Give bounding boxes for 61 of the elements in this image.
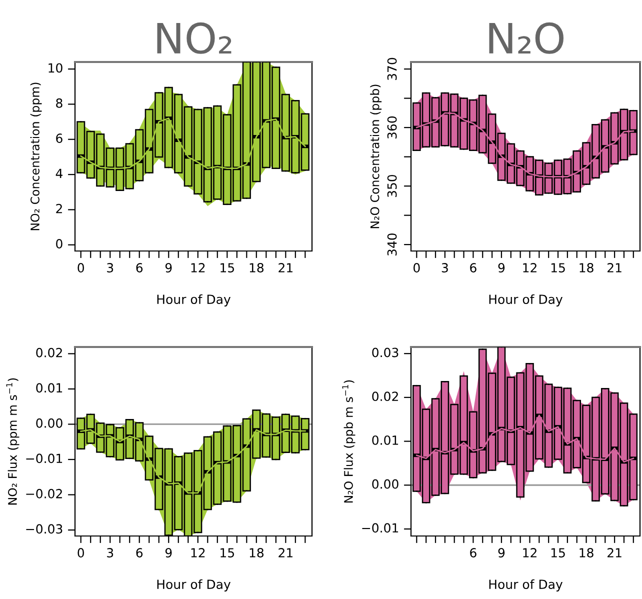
x-axis-title: Hour of Day [157, 294, 231, 306]
x-axis-title: Hour of Day [489, 579, 563, 592]
y-tick-label: 360 [387, 116, 397, 139]
x-tick-label: 21 [608, 548, 622, 558]
x-tick-label: 12 [191, 263, 205, 272]
y-tick-label: 8 [56, 98, 62, 108]
x-tick-label: 21 [278, 263, 292, 272]
x-tick-label: 0 [78, 548, 84, 558]
x-tick-label: 9 [498, 548, 505, 558]
x-tick-label: 9 [165, 263, 172, 272]
y-tick-label: 0 [56, 239, 62, 248]
x-tick-label: 6 [470, 263, 476, 272]
y-tick-label: 0.01 [372, 435, 398, 445]
x-tick-label: 15 [551, 548, 565, 558]
y-tick-label: 10 [48, 63, 62, 73]
chart-title: NO₂ [157, 22, 232, 54]
x-tick-label: 21 [608, 263, 622, 272]
x-tick-label: 18 [580, 548, 594, 558]
x-tick-label: 3 [107, 263, 114, 272]
x-tick-label: 3 [442, 263, 448, 272]
y-tick-label: 2 [56, 204, 62, 214]
y-tick-label: −0.02 [26, 488, 62, 498]
y-tick-label: 0.00 [36, 418, 62, 428]
x-tick-label: 15 [220, 548, 234, 558]
y-tick-label: 0.03 [372, 348, 398, 358]
x-tick-label: 12 [523, 548, 536, 558]
y-tick-label: 4 [56, 168, 62, 178]
x-tick-label: 15 [551, 263, 565, 272]
x-axis-title: Hour of Day [157, 579, 231, 592]
x-tick-label: 9 [165, 548, 172, 558]
y-tick-label: 340 [387, 233, 397, 256]
x-tick-label: 6 [136, 548, 143, 558]
x-tick-label: 18 [250, 263, 264, 272]
x-tick-label: 12 [523, 263, 536, 272]
y-tick-label: 370 [387, 58, 397, 80]
y-axis-title: NO₂ Concentration (ppm) [30, 82, 42, 230]
y-tick-label: 0.00 [372, 479, 398, 489]
x-tick-label: 12 [191, 548, 205, 558]
x-tick-label: 15 [220, 263, 234, 272]
y-tick-label: −0.01 [26, 454, 62, 464]
y-axis-title: N₂O Flux (ppb m s$^{−1}$) [342, 380, 356, 503]
x-tick-label: 3 [107, 548, 114, 558]
y-axis-title: N₂O Concentration (ppb) [370, 84, 382, 228]
x-tick-label: 18 [250, 548, 264, 558]
y-tick-label: 0.02 [372, 392, 398, 402]
x-tick-label: 0 [78, 263, 84, 272]
x-tick-label: 18 [580, 263, 594, 272]
x-tick-label: 0 [414, 263, 420, 272]
x-tick-label: 9 [498, 263, 505, 272]
y-axis-title: NO₂ Flux (ppm m s$^{−1}$) [6, 378, 20, 505]
y-tick-label: −0.01 [362, 523, 398, 533]
y-tick-label: 0.01 [36, 383, 62, 393]
chart-title: N₂O [489, 22, 564, 54]
x-tick-label: 6 [470, 548, 476, 558]
x-tick-label: 6 [136, 263, 143, 272]
y-tick-label: 350 [387, 174, 397, 198]
y-tick-label: 6 [56, 134, 62, 143]
y-tick-label: −0.03 [26, 524, 62, 534]
x-tick-label: 21 [278, 548, 292, 558]
y-tick-label: 0.02 [36, 348, 62, 358]
x-axis-title: Hour of Day [489, 294, 563, 306]
